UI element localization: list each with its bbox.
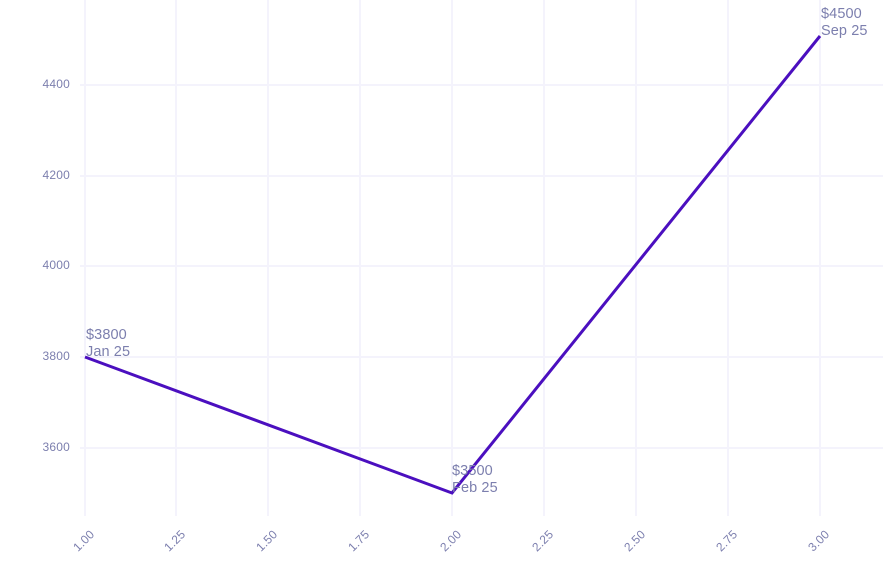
y-tick-label: 4400 (42, 77, 70, 91)
annotation-label: Jan 25 (86, 344, 131, 360)
annotation-value: $3500 (452, 463, 493, 479)
y-tick-label: 3600 (42, 440, 70, 454)
y-tick-label: 4200 (42, 168, 70, 182)
gridlines-horizontal (80, 84, 883, 449)
data-point-annotation-feb: $3500 Feb 25 (452, 463, 498, 497)
series-line (84, 35, 822, 495)
annotation-value: $3800 (86, 327, 127, 343)
annotation-label: Sep 25 (821, 23, 868, 39)
annotation-label: Feb 25 (452, 480, 498, 496)
y-tick-label: 4000 (42, 258, 70, 272)
data-point-annotation-jan: $3800 Jan 25 (86, 327, 130, 361)
data-point-annotation-sep: $4500 Sep 25 (821, 6, 868, 40)
annotation-value: $4500 (821, 6, 862, 22)
y-tick-label: 3800 (42, 349, 70, 363)
